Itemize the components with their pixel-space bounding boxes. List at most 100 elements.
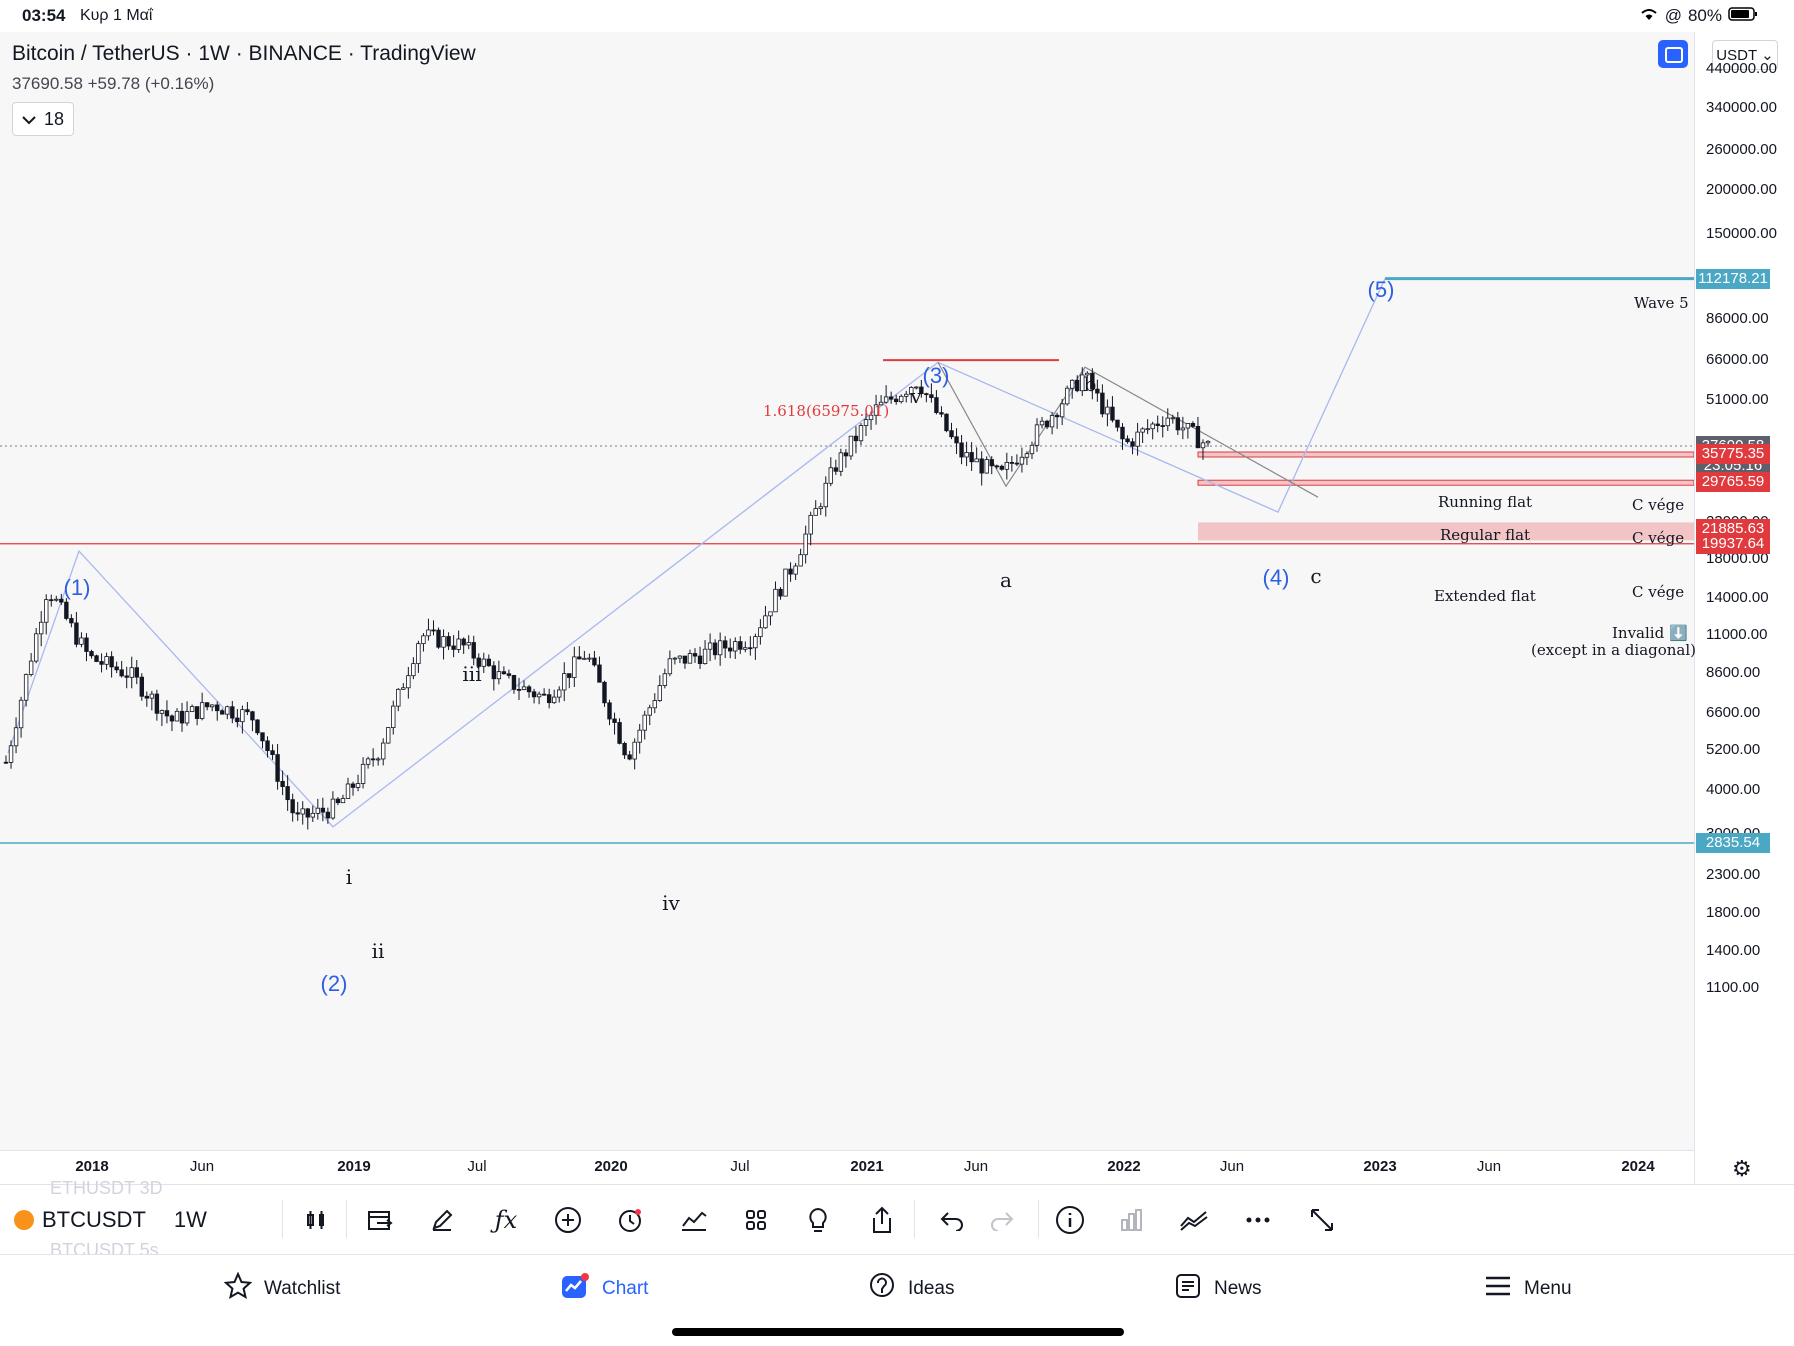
candle-body (858, 425, 864, 442)
wave-label-main: (1) (63, 575, 91, 600)
candle-body (868, 414, 874, 421)
candle-body (954, 436, 959, 444)
candle-body (401, 687, 406, 690)
candle-body (1044, 420, 1050, 428)
data-window-icon[interactable] (1116, 1204, 1148, 1236)
candle-body (883, 396, 889, 403)
time-label: 2018 (75, 1158, 109, 1175)
compare-icon[interactable] (1178, 1204, 1210, 1236)
tab-ideas[interactable]: Ideas (868, 1273, 954, 1304)
candle-body (929, 394, 934, 399)
replay-calendar-icon[interactable] (364, 1204, 396, 1236)
candle-body (441, 636, 446, 648)
settings-gear-icon[interactable]: ⚙ (1732, 1156, 1752, 1181)
divider (346, 1200, 347, 1238)
price-tick: 51000.00 (1706, 390, 1769, 408)
candle-body (64, 601, 69, 619)
fullscreen-expand-icon[interactable] (1306, 1204, 1338, 1236)
price-chart[interactable] (0, 32, 1694, 1150)
candle-body (174, 710, 180, 722)
candle-body (919, 386, 924, 395)
symbol-selector[interactable]: BTCUSDT 1W (14, 1198, 207, 1242)
regular-flat-zone (1197, 479, 1694, 486)
battery-icon (1728, 6, 1758, 26)
invalid-note-label: (except in a diagonal) (1531, 641, 1697, 659)
tab-menu[interactable]: Menu (1484, 1274, 1572, 1304)
add-plus-icon[interactable] (552, 1204, 584, 1236)
candle-body (451, 645, 456, 650)
candle-body (873, 404, 879, 416)
alarm-clock-icon[interactable] (614, 1204, 646, 1236)
candle-body (159, 710, 165, 714)
time-label: Jun (963, 1158, 989, 1175)
candle-body (386, 727, 391, 744)
home-indicator (672, 1328, 1124, 1336)
currency-label: USDT (1716, 46, 1758, 64)
time-label: 2023 (1363, 1158, 1397, 1175)
price-tick: 150000.00 (1706, 225, 1777, 243)
candle-body (370, 758, 376, 761)
more-icon[interactable] (1242, 1204, 1274, 1236)
candle-body (94, 655, 99, 662)
price-tick: 1400.00 (1706, 942, 1761, 960)
info-icon[interactable] (1054, 1204, 1086, 1236)
candle-body (712, 642, 718, 656)
candle-body (335, 798, 341, 804)
candle-body (325, 811, 331, 819)
chevron-down-icon (22, 109, 36, 130)
wave-label-main: (2) (320, 971, 348, 996)
candle-body (1090, 372, 1095, 390)
candle-body (1110, 406, 1115, 421)
chart-type-icon[interactable] (678, 1204, 710, 1236)
candle-body (682, 655, 688, 664)
tab-watchlist[interactable]: Watchlist (223, 1271, 340, 1306)
price-scale[interactable] (1694, 32, 1794, 1184)
tab-chart[interactable]: Chart (560, 1273, 648, 1304)
candle-body (733, 641, 738, 652)
idea-lightbulb-icon[interactable] (802, 1204, 834, 1236)
layout-button[interactable] (1658, 40, 1688, 68)
candle-body (833, 467, 839, 472)
candle-body (803, 533, 808, 556)
redo-icon[interactable] (986, 1204, 1018, 1236)
candle-body (220, 710, 225, 715)
share-icon[interactable] (866, 1204, 898, 1236)
price-tick: 260000.00 (1706, 140, 1777, 158)
tab-news[interactable]: News (1174, 1274, 1262, 1304)
candle-body (54, 598, 59, 601)
candle-body (275, 754, 280, 782)
candle-body (602, 681, 607, 704)
currency-select[interactable]: USDT ⌄ (1712, 40, 1778, 70)
candle-body (456, 638, 461, 650)
price-axis-label: 35775.35 (1696, 444, 1770, 464)
time-label: 2024 (1621, 1158, 1655, 1175)
time-axis[interactable] (0, 1150, 1694, 1185)
indicators-toggle-button[interactable]: 18 (12, 102, 74, 136)
candle-body (652, 700, 657, 709)
wave-label-sub: iii (462, 662, 482, 686)
elliott-wave-path (7, 278, 1386, 828)
candle-body (360, 763, 366, 784)
chart-pane[interactable] (0, 32, 1794, 1184)
candle-body (612, 718, 617, 723)
candle-body (406, 675, 411, 689)
candles-icon[interactable] (300, 1204, 332, 1236)
timeframe-label[interactable]: 1W (173, 1207, 207, 1232)
candle-body (702, 648, 708, 665)
time-label: Jun (1476, 1158, 1502, 1175)
star-icon (223, 1271, 253, 1306)
candle-body (396, 688, 401, 707)
pen-drawing-icon[interactable] (426, 1204, 458, 1236)
candle-body (1185, 423, 1191, 429)
candle-body (320, 807, 326, 813)
layouts-grid-icon[interactable] (740, 1204, 772, 1236)
indicators-fx-icon[interactable]: ƒx (494, 1206, 518, 1234)
candle-body (793, 565, 798, 575)
price-tick: 2300.00 (1706, 866, 1761, 884)
candle-body (250, 711, 255, 721)
chevron-down-icon: ⌄ (1761, 47, 1774, 64)
candle-body (69, 618, 74, 624)
candle-body (999, 465, 1004, 470)
undo-icon[interactable] (936, 1204, 968, 1236)
candle-body (904, 393, 909, 397)
